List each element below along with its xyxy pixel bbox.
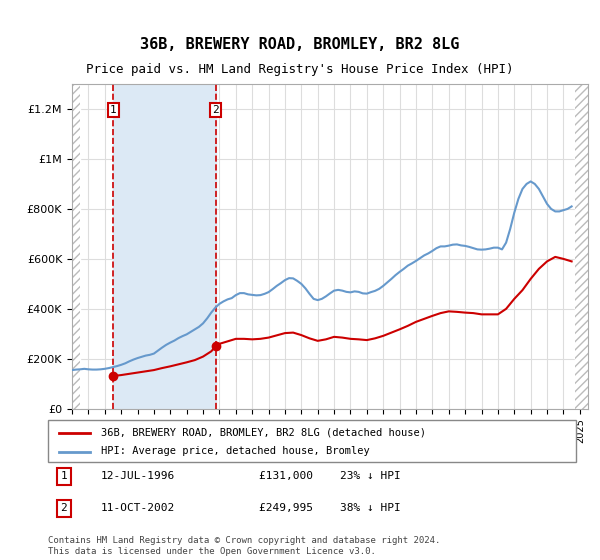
Bar	[113, 84, 216, 409]
Bar	[575, 84, 588, 409]
Text: £249,995    38% ↓ HPI: £249,995 38% ↓ HPI	[259, 503, 401, 514]
FancyBboxPatch shape	[48, 420, 576, 462]
Text: 1: 1	[110, 105, 117, 115]
Bar	[72, 84, 80, 409]
Bar	[575, 84, 588, 409]
Text: 2: 2	[212, 105, 219, 115]
Text: Price paid vs. HM Land Registry's House Price Index (HPI): Price paid vs. HM Land Registry's House …	[86, 63, 514, 77]
Text: 12-JUL-1996: 12-JUL-1996	[101, 471, 175, 481]
Text: 36B, BREWERY ROAD, BROMLEY, BR2 8LG (detached house): 36B, BREWERY ROAD, BROMLEY, BR2 8LG (det…	[101, 428, 426, 437]
Text: Contains HM Land Registry data © Crown copyright and database right 2024.
This d: Contains HM Land Registry data © Crown c…	[48, 536, 440, 556]
Bar	[72, 84, 80, 409]
Text: 2: 2	[61, 503, 67, 514]
Text: 36B, BREWERY ROAD, BROMLEY, BR2 8LG: 36B, BREWERY ROAD, BROMLEY, BR2 8LG	[140, 38, 460, 52]
Text: 1: 1	[61, 471, 67, 481]
Text: 11-OCT-2002: 11-OCT-2002	[101, 503, 175, 514]
Text: £131,000    23% ↓ HPI: £131,000 23% ↓ HPI	[259, 471, 401, 481]
Text: HPI: Average price, detached house, Bromley: HPI: Average price, detached house, Brom…	[101, 446, 370, 456]
